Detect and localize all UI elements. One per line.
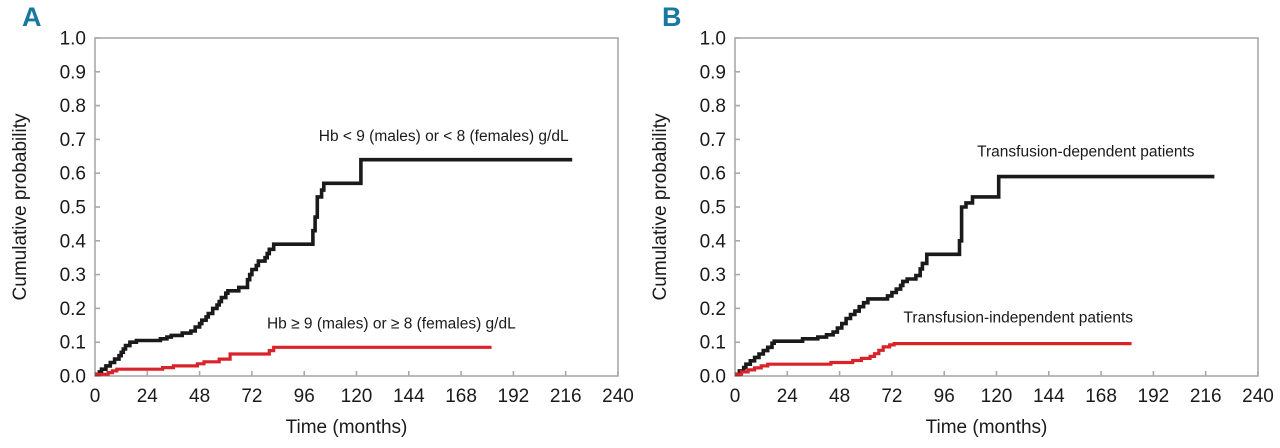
y-tick-label: 0.0 [700, 367, 726, 388]
x-tick-label: 144 [393, 386, 425, 407]
y-tick-label: 0.4 [60, 231, 87, 252]
y-tick-label: 0.6 [60, 164, 86, 185]
x-axis-title: Time (months) [286, 417, 408, 438]
y-tick-label: 1.0 [700, 29, 726, 50]
curve-label-red: Hb ≥ 9 (males) or ≥ 8 (females) g/dL [267, 316, 516, 333]
y-tick-label: 0.7 [700, 130, 726, 151]
x-tick-label: 120 [341, 386, 373, 407]
x-tick-label: 168 [1085, 386, 1117, 407]
y-tick-label: 0.1 [700, 333, 726, 354]
y-axis-title: Cumulative probability [10, 113, 31, 300]
y-tick-label: 0.1 [60, 333, 86, 354]
x-tick-label: 96 [934, 386, 955, 407]
y-tick-label: 0.5 [700, 198, 726, 219]
x-tick-label: 72 [241, 386, 262, 407]
y-tick-label: 0.3 [60, 265, 86, 286]
x-tick-label: 192 [498, 386, 530, 407]
panel-b: B 0 24 48 72 96 120 144 168 192 216 240 0.0 0.1 0.2 0.… [640, 0, 1280, 448]
y-tick-label: 0.3 [700, 265, 726, 286]
x-tick-label: 24 [777, 386, 799, 407]
y-tick-label: 0.8 [60, 96, 86, 117]
x-tick-label: 48 [829, 386, 850, 407]
x-tick-label: 240 [602, 386, 634, 407]
x-tick-label: 72 [881, 386, 902, 407]
y-tick-label: 0.9 [60, 62, 86, 83]
x-tick-label: 0 [90, 386, 101, 407]
x-tick-label: 24 [137, 386, 159, 407]
y-tick-label: 1.0 [60, 29, 86, 50]
x-tick-label: 0 [730, 386, 741, 407]
panel-a-letter: A [22, 2, 42, 32]
x-tick-label: 216 [550, 386, 582, 407]
curve-label-red: Transfusion-independent patients [904, 310, 1134, 327]
x-tick-label: 168 [445, 386, 477, 407]
y-tick-label: 0.4 [700, 231, 727, 252]
y-tick-label: 0.2 [700, 299, 726, 320]
x-tick-label: 216 [1190, 386, 1222, 407]
curve-red [95, 345, 492, 376]
x-tick-label: 192 [1138, 386, 1170, 407]
x-tick-label: 48 [189, 386, 210, 407]
curve-red [735, 342, 1132, 376]
y-tick-label: 0.7 [60, 130, 86, 151]
y-tick-label: 0.5 [60, 198, 86, 219]
panel-a-chart: 0 24 48 72 96 120 144 168 192 216 240 0.0 0.1 0.2 0.3 0… [10, 29, 634, 439]
x-tick-label: 96 [294, 386, 315, 407]
x-axis-title: Time (months) [926, 417, 1048, 438]
y-tick-label: 0.9 [700, 62, 726, 83]
x-tick-label: 144 [1033, 386, 1065, 407]
panel-b-letter: B [662, 2, 682, 32]
curve-black [95, 157, 573, 377]
x-tick-label: 120 [981, 386, 1013, 407]
curve-black [735, 174, 1215, 377]
y-tick-label: 0.8 [700, 96, 726, 117]
panel-a: A 0 24 48 72 96 120 144 168 192 216 240 0.0 0.1 0.2 0.… [10, 2, 634, 439]
curve-label-black: Transfusion-dependent patients [977, 143, 1195, 160]
x-tick-label: 240 [1242, 386, 1274, 407]
y-tick-label: 0.6 [700, 164, 726, 185]
y-tick-label: 0.2 [60, 299, 86, 320]
panel-b-chart: 0 24 48 72 96 120 144 168 192 216 240 0.0 0.1 0.2 0.3 0… [650, 29, 1274, 439]
curve-label-black: Hb < 9 (males) or < 8 (females) g/dL [319, 128, 569, 145]
y-axis-title: Cumulative probability [650, 113, 671, 300]
y-tick-label: 0.0 [60, 367, 86, 388]
